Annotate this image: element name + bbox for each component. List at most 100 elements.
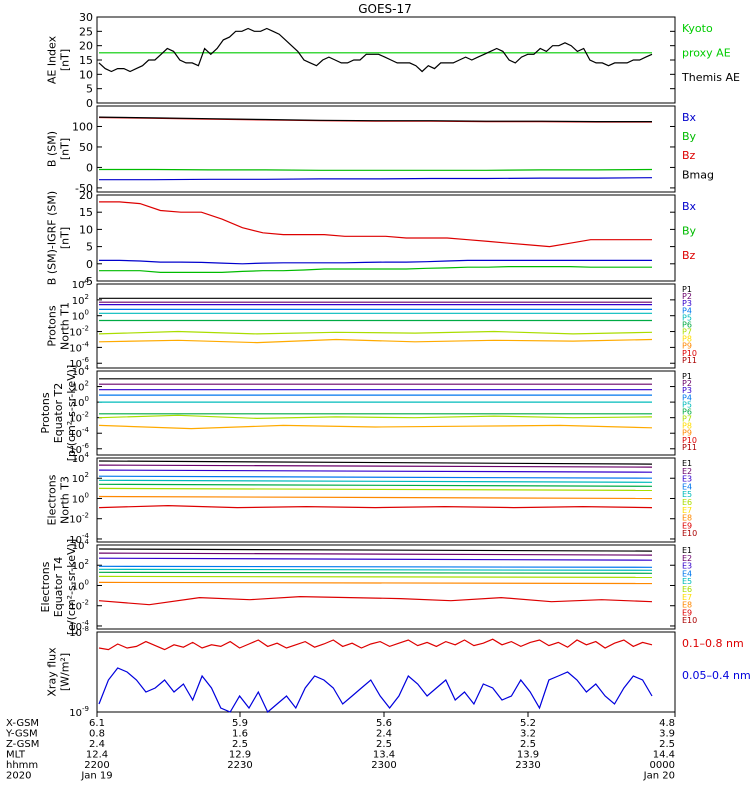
legend-entry: Bmag xyxy=(682,168,714,181)
y-tick-label: 104 xyxy=(72,277,90,291)
series-line xyxy=(99,178,652,180)
orbit-row-value: 2330 xyxy=(515,760,540,771)
series-line xyxy=(99,506,652,508)
orbit-row-value: 12.4 xyxy=(86,750,108,761)
series-line xyxy=(99,267,652,273)
series-line xyxy=(99,117,652,122)
series-line xyxy=(99,29,652,72)
y-tick-label: 25 xyxy=(79,25,93,38)
orbit-row-label: Z-GSM xyxy=(6,739,39,750)
panel-frame xyxy=(97,195,675,281)
y-tick-label: 0 xyxy=(86,97,93,110)
y-tick-label: 104 xyxy=(72,451,90,465)
y-tick-label: 10 xyxy=(79,68,93,81)
series-line xyxy=(99,558,652,560)
y-axis-label: North T3 xyxy=(59,476,72,524)
legend-entry: Bx xyxy=(682,200,697,213)
orbit-row-value: 2.4 xyxy=(89,739,105,750)
series-line xyxy=(99,465,652,467)
y-tick-label: 30 xyxy=(79,11,93,24)
series-line xyxy=(99,340,652,343)
orbit-row-value: 5.6 xyxy=(376,718,392,729)
orbit-row-value: 2230 xyxy=(227,760,252,771)
orbit-row-value: 13.9 xyxy=(517,750,539,761)
orbit-row-value: 2.5 xyxy=(520,739,536,750)
y-tick-label: 10-2 xyxy=(69,512,89,526)
orbit-row-value: 2.5 xyxy=(232,739,248,750)
orbit-row-value: 13.4 xyxy=(373,750,395,761)
y-tick-label: 10-2 xyxy=(69,325,89,339)
y-axis-label: AE Index xyxy=(46,35,59,84)
y-tick-label: 15 xyxy=(79,206,93,219)
series-line xyxy=(99,260,652,263)
y-tick-label: 102 xyxy=(72,471,89,485)
y-axis-label: Electrons xyxy=(39,561,52,612)
orbit-row-value: 1.6 xyxy=(232,729,248,740)
y-tick-label: 10 xyxy=(79,223,93,236)
legend-entry: E10 xyxy=(682,529,697,538)
legend-entry: 0.1–0.8 nm xyxy=(682,637,744,650)
orbit-row-value: 0.8 xyxy=(89,729,105,740)
series-line xyxy=(99,497,652,499)
orbit-row-value: 4.8 xyxy=(659,718,675,729)
y-tick-label: 50 xyxy=(79,141,93,154)
series-line xyxy=(99,639,652,649)
legend-entry: Bz xyxy=(682,149,696,162)
y-axis-label: North T1 xyxy=(59,302,72,350)
legend-entry: Bz xyxy=(682,249,696,262)
series-line xyxy=(99,582,652,583)
y-tick-label: 20 xyxy=(79,189,93,202)
y-tick-label: 10-8 xyxy=(69,625,89,639)
y-axis-label: Equator T2 xyxy=(52,383,65,443)
plot-title: GOES-17 xyxy=(358,2,412,16)
y-tick-label: 0 xyxy=(86,258,93,271)
y-axis-label: B (SM)-IGRF (SM) xyxy=(46,191,59,285)
series-line xyxy=(99,480,652,482)
y-axis-label: [p/(cm²-s-sr-keV)] xyxy=(65,365,78,462)
series-line xyxy=(99,470,652,472)
orbit-row-value: 2.5 xyxy=(659,739,675,750)
series-line xyxy=(99,202,652,247)
series-line xyxy=(99,425,652,428)
y-axis-label: B (SM) xyxy=(46,131,59,167)
legend-entry: proxy AE xyxy=(682,47,731,60)
y-tick-label: 5 xyxy=(86,83,93,96)
series-line xyxy=(99,597,652,605)
legend-entry: 0.05–0.4 nm xyxy=(682,669,750,682)
series-line xyxy=(99,572,652,573)
orbit-row-value: 2.5 xyxy=(376,739,392,750)
series-line xyxy=(99,553,652,555)
panel-frame xyxy=(97,545,675,629)
y-axis-label: [e/(cm²-s-sr-keV)] xyxy=(65,539,78,635)
legend-entry: By xyxy=(682,130,697,143)
y-tick-label: 10-9 xyxy=(69,705,89,719)
legend-entry: P11 xyxy=(682,356,697,365)
orbit-row-value: 14.4 xyxy=(653,750,675,761)
series-line xyxy=(99,484,652,486)
orbit-row-value: 5.2 xyxy=(520,718,536,729)
series-line xyxy=(99,415,652,418)
y-axis-label: [nT] xyxy=(59,138,72,160)
orbit-row-label: X-GSM xyxy=(6,718,39,729)
series-line xyxy=(99,569,652,570)
y-tick-label: 100 xyxy=(72,491,89,505)
y-tick-label: 20 xyxy=(79,40,93,53)
y-tick-label: 5 xyxy=(86,241,93,254)
orbit-row-value: Jan 20 xyxy=(643,771,675,782)
orbit-row-value: Jan 19 xyxy=(80,771,112,782)
orbit-row-value: 0000 xyxy=(650,760,675,771)
panel-frame xyxy=(97,284,675,368)
series-line xyxy=(99,332,652,334)
legend-entry: Themis AE xyxy=(681,71,740,84)
series-line xyxy=(99,549,652,551)
orbit-row-value: 3.9 xyxy=(659,729,675,740)
orbit-row-label: Y-GSM xyxy=(5,729,38,740)
y-axis-label: Equator T4 xyxy=(52,557,65,617)
series-line xyxy=(99,668,652,712)
